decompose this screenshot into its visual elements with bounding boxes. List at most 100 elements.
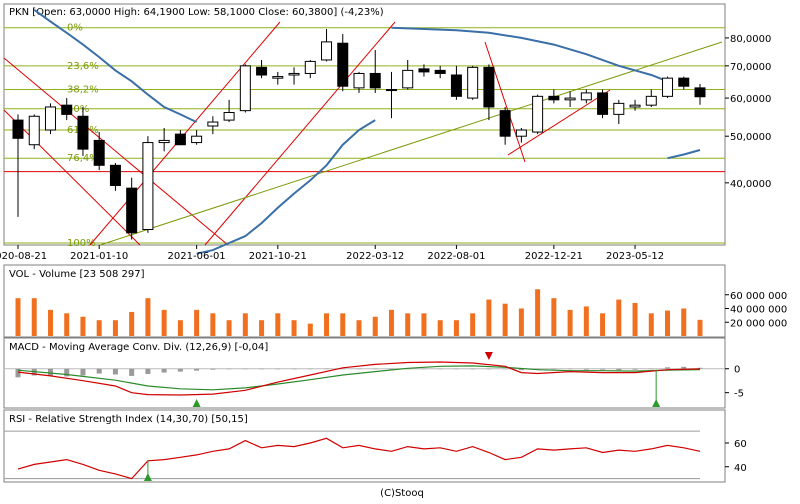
candle-body xyxy=(126,187,138,234)
volume-bar xyxy=(307,323,313,336)
candle xyxy=(580,89,592,104)
candle xyxy=(499,106,511,145)
macd-histogram-bar xyxy=(551,368,557,370)
fib-level-label: 76,4% xyxy=(67,153,99,164)
candle xyxy=(239,64,251,113)
candle-body xyxy=(532,95,544,133)
candle-body xyxy=(580,92,592,101)
macd-histogram-bar xyxy=(356,368,362,370)
candle-body xyxy=(77,115,89,150)
trend-line-down-lower xyxy=(3,109,141,246)
candle-body xyxy=(597,92,609,115)
macd-histogram-bar xyxy=(112,368,118,375)
trend-line-down xyxy=(3,57,229,246)
volume-panel: VOL - Volume [23 508 297] 60 000 000 40 0… xyxy=(3,264,787,338)
rsi-tick-label: 40 xyxy=(734,463,747,474)
rsi-tick-label: 60 xyxy=(734,439,747,450)
candle xyxy=(694,83,706,105)
candle-body xyxy=(239,65,251,112)
date-axis-label: 2022-12-21 xyxy=(525,251,583,262)
volume-tick-label: 60 000 000 xyxy=(730,291,787,302)
macd-histogram-bar xyxy=(405,368,411,370)
candle-body xyxy=(548,95,560,101)
candle-body xyxy=(434,69,446,74)
macd-histogram-bar xyxy=(194,368,200,371)
candle xyxy=(434,65,446,79)
volume-bar xyxy=(421,313,427,336)
macd-histogram-bar xyxy=(567,368,573,370)
trend-line-rebound xyxy=(507,89,611,156)
candle xyxy=(93,132,105,171)
macd-buy-marker xyxy=(192,399,201,407)
price-tick-label: 70,0000 xyxy=(730,62,771,73)
macd-histogram-bar xyxy=(486,368,492,370)
candle-body xyxy=(678,77,690,87)
macd-histogram-bar xyxy=(145,368,151,374)
macd-histogram-bar xyxy=(47,368,53,376)
date-axis-label: 2021-01-10 xyxy=(70,251,128,262)
macd-histogram-bar xyxy=(340,368,346,370)
macd-histogram-bar xyxy=(96,368,102,374)
volume-bar xyxy=(31,298,37,336)
candle-body xyxy=(385,89,397,92)
price-panel: PKN [Open: 63,0000 High: 64,1900 Low: 58… xyxy=(3,3,771,255)
candle-body xyxy=(174,133,186,146)
candle-body xyxy=(564,97,576,101)
macd-histogram-bar xyxy=(453,368,459,370)
price-tick-label: 50,0000 xyxy=(730,132,771,143)
candle-body xyxy=(515,129,527,137)
macd-histogram-bar xyxy=(242,368,248,370)
candle-body xyxy=(450,74,462,97)
macd-histogram-bar xyxy=(502,368,508,370)
candle xyxy=(44,103,56,135)
candle-body xyxy=(694,87,706,98)
candle-body xyxy=(337,42,349,87)
candle-body xyxy=(645,95,657,106)
candle xyxy=(272,71,284,85)
volume-bar xyxy=(551,298,557,336)
candle xyxy=(191,130,203,145)
footer-copyright: (C)Stooq xyxy=(380,488,424,499)
macd-histogram-bar xyxy=(437,368,443,370)
volume-bar xyxy=(567,309,573,336)
candle xyxy=(450,65,462,100)
date-axis-label: 2020-08-21 xyxy=(0,251,47,262)
candle xyxy=(353,71,365,93)
volume-bar xyxy=(129,311,135,336)
rsi-panel-title: RSI - Relative Strength Index (14,30,70)… xyxy=(9,414,248,425)
fib-level-label: 38,2% xyxy=(67,85,99,96)
date-axis-label: 2021-06-01 xyxy=(168,251,226,262)
candle xyxy=(467,65,479,100)
volume-bar xyxy=(242,313,248,336)
macd-histogram-bar xyxy=(665,367,671,369)
candle xyxy=(613,99,625,125)
candle xyxy=(321,28,333,62)
candle xyxy=(515,127,527,143)
candle-body xyxy=(662,77,674,97)
volume-bar xyxy=(697,319,703,336)
macd-line xyxy=(17,361,701,396)
candle-body xyxy=(256,66,268,76)
macd-histogram-bar xyxy=(226,368,232,370)
volume-bar xyxy=(681,308,687,336)
candle xyxy=(645,89,657,107)
candle xyxy=(288,67,300,85)
macd-histogram-bar xyxy=(15,368,21,378)
macd-histogram-bar xyxy=(177,368,183,372)
macd-histogram-bar xyxy=(307,368,313,370)
trend-line-drop xyxy=(484,41,526,163)
price-tick-label: 80,0000 xyxy=(730,34,771,45)
volume-bar xyxy=(194,309,200,336)
volume-bar xyxy=(340,313,346,336)
macd-panel: MACD - Moving Average Conv. Div. (12,26,… xyxy=(3,337,744,409)
candle-body xyxy=(44,106,56,131)
rsi-buy-marker xyxy=(143,473,152,481)
candle xyxy=(109,162,121,191)
volume-bar xyxy=(15,298,21,336)
candle-body xyxy=(613,102,625,115)
trend-line-up-lower xyxy=(89,21,281,246)
candle xyxy=(385,71,397,119)
macd-histogram-bar xyxy=(470,368,476,370)
moving-average-line xyxy=(196,119,376,255)
date-axis-label: 2023-05-12 xyxy=(606,251,664,262)
